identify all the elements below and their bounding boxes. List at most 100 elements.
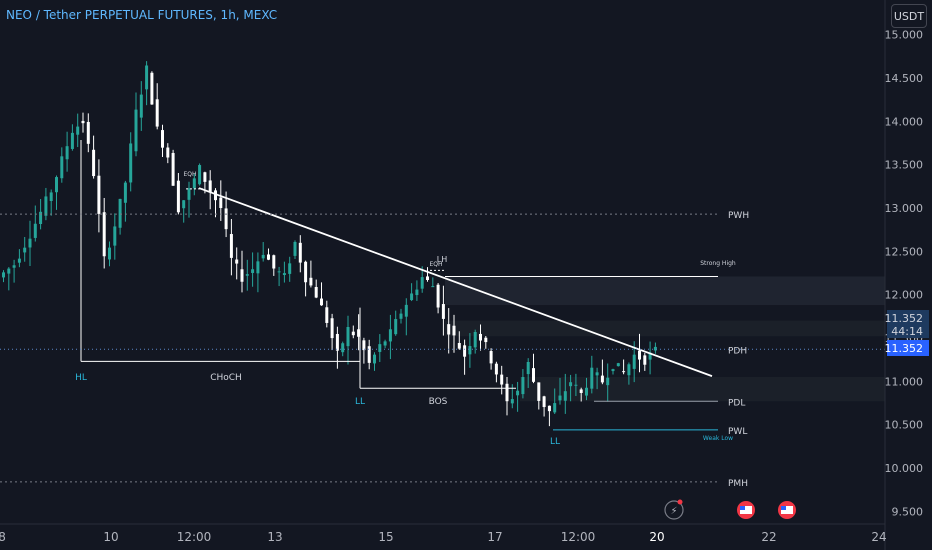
candle-body	[532, 368, 535, 382]
candle-body	[118, 198, 122, 228]
candle-body	[97, 175, 101, 214]
pdh-label: PDH	[728, 346, 747, 356]
pwh-label: PWH	[728, 211, 749, 221]
candle-body	[547, 405, 551, 412]
candle-body	[229, 234, 233, 258]
ll-label: LL	[550, 437, 560, 447]
candle-body	[240, 269, 244, 282]
eqh-label: EQH	[429, 261, 442, 268]
candle-body	[309, 277, 313, 286]
alert-dot-icon	[677, 499, 683, 505]
candle-body	[399, 313, 403, 319]
candle-body	[272, 255, 276, 269]
pmh-label: PMH	[728, 479, 748, 489]
candle-body	[563, 391, 567, 401]
candle-body	[447, 324, 451, 335]
candle-body	[145, 65, 149, 90]
candle-body	[176, 180, 180, 213]
candle-body	[92, 149, 96, 177]
candle-body	[7, 268, 11, 274]
bos-label: BOS	[429, 397, 448, 407]
price-tick-label: 10.000	[885, 462, 924, 475]
candle-body	[171, 152, 175, 186]
candle-body	[457, 342, 461, 349]
price-line-badge	[887, 340, 929, 356]
candle-body	[410, 293, 414, 301]
candle-body	[420, 277, 424, 289]
candle-body	[113, 226, 117, 246]
candle-body	[81, 120, 85, 124]
candle-body	[155, 99, 159, 127]
candle-body	[463, 345, 467, 357]
candle-body	[256, 261, 260, 274]
chart-title: NEO / Tether PERPETUAL FUTURES, 1h, MEXC	[6, 8, 278, 22]
candle-body	[245, 274, 249, 276]
candle-body	[404, 304, 408, 317]
currency-button[interactable]: USDT	[891, 4, 927, 28]
candle-body	[341, 343, 345, 353]
candle-body	[537, 382, 541, 401]
candle-body	[606, 377, 610, 386]
candle-body	[320, 298, 323, 306]
candle-body	[198, 165, 202, 185]
candle-body	[383, 341, 387, 346]
price-tick-label: 12.000	[885, 289, 924, 302]
candle-body	[330, 318, 334, 339]
candle-body	[12, 265, 16, 268]
candle-body	[468, 346, 472, 355]
price-tick-label: 13.000	[885, 202, 924, 215]
ll-label: LL	[355, 397, 365, 407]
candle-body	[346, 327, 350, 347]
pwl-label: PWL	[728, 427, 747, 437]
candle-body	[282, 273, 286, 276]
candle-body	[293, 241, 297, 256]
candle-body	[616, 363, 620, 367]
candle-body	[166, 147, 170, 158]
candle-body	[526, 361, 530, 375]
candle-body	[208, 180, 212, 192]
candle-body	[484, 337, 488, 343]
candle-body	[579, 389, 583, 393]
price-tick-label: 14.000	[885, 115, 924, 128]
candle-body	[452, 325, 456, 336]
candle-body	[362, 340, 366, 351]
candle-body	[643, 355, 647, 365]
candle-body	[436, 284, 440, 308]
time-tick-label: 8	[0, 530, 6, 544]
candle-body	[33, 223, 37, 238]
candle-body	[632, 354, 636, 369]
candle-body	[585, 387, 588, 396]
candle-body	[558, 395, 562, 401]
flag-icon	[781, 506, 786, 510]
countdown-label: 44:14	[891, 325, 923, 338]
price-badge-bg	[887, 310, 929, 338]
candle-body	[60, 156, 64, 179]
candle-body	[304, 261, 308, 283]
candle-body	[325, 307, 329, 323]
candle-body	[55, 177, 58, 193]
candle-body	[288, 263, 292, 274]
candle-body	[134, 109, 138, 152]
candle-body	[431, 286, 435, 288]
candle-body	[357, 329, 361, 337]
candle-body	[638, 350, 641, 360]
candle-body	[161, 130, 164, 148]
candle-body	[600, 375, 604, 383]
price-tick-label: 13.500	[885, 159, 924, 172]
candle-body	[108, 247, 111, 260]
candle-body	[335, 333, 339, 351]
trendline	[198, 187, 713, 377]
flag-icon	[781, 506, 793, 514]
candle-body	[203, 172, 207, 182]
lightning-icon: ⚡	[670, 506, 677, 517]
candle-body	[648, 352, 652, 360]
candle-body	[192, 178, 196, 189]
current-price-label: 11.352	[885, 312, 924, 325]
candle-body	[394, 319, 398, 335]
candle-body	[150, 72, 154, 105]
candle-body	[219, 197, 223, 209]
price-tick-label: 15.000	[885, 29, 924, 42]
choch-label: CHoCH	[210, 373, 242, 383]
